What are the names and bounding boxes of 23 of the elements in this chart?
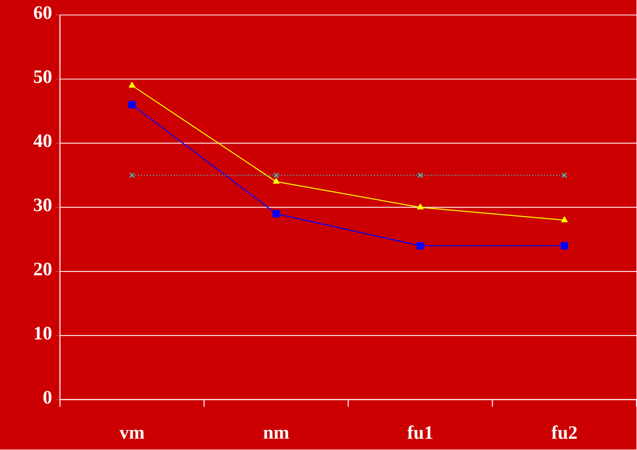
- point: [128, 82, 136, 88]
- point: [561, 216, 568, 222]
- point: [562, 172, 568, 178]
- point: [129, 172, 135, 178]
- point: [128, 101, 136, 109]
- point: [417, 204, 424, 210]
- point: [273, 172, 279, 178]
- x-tick-label: fu2: [551, 426, 577, 440]
- point: [418, 172, 424, 178]
- y-tick-label: 10: [34, 326, 52, 340]
- y-tick-label: 0: [43, 391, 52, 404]
- y-tick-label: 60: [34, 6, 52, 20]
- x-tick-label: fu1: [407, 426, 432, 440]
- y-tick-label: 40: [34, 134, 52, 148]
- x-tick-label: vm: [119, 430, 144, 440]
- x-tick-label: nm: [264, 430, 289, 439]
- point: [272, 178, 280, 184]
- y-tick-label: 30: [34, 198, 52, 212]
- point: [272, 210, 280, 218]
- point: [560, 242, 568, 250]
- y-tick-label: 50: [34, 70, 52, 84]
- y-tick-label: 20: [34, 262, 52, 276]
- point: [416, 242, 424, 250]
